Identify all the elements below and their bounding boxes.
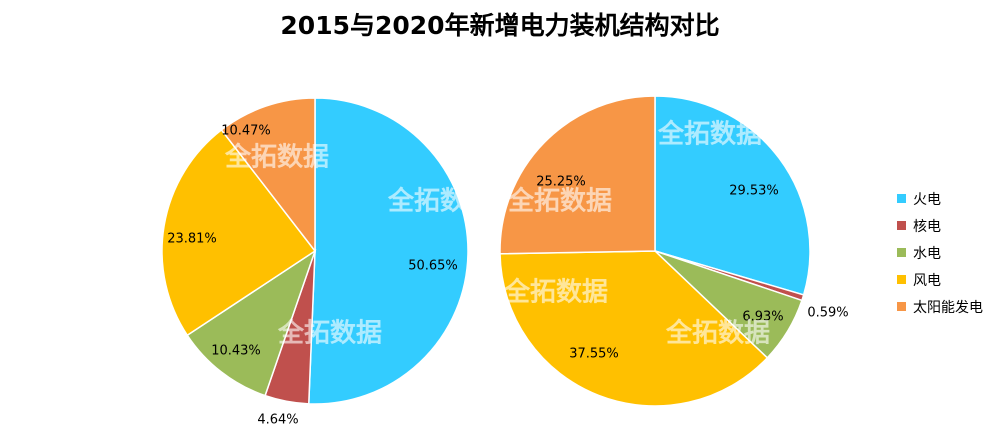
pie-2020-slice-wind[interactable]	[499, 250, 769, 407]
legend-label: 火电	[913, 191, 941, 208]
pie-2020-slice-solar[interactable]	[499, 95, 656, 255]
pie-2015-label-wind: 23.81%	[167, 232, 217, 247]
watermark-text: 全拓数据	[224, 142, 329, 173]
pie-2015-label-solar: 10.47%	[221, 124, 271, 139]
watermark-text: 全拓数据	[507, 186, 612, 217]
legend-item-wind[interactable]: 风电	[897, 266, 983, 293]
pie-2015-slice-fire[interactable]	[307, 97, 469, 405]
legend-swatch-icon	[897, 302, 906, 311]
legend-item-nuclear[interactable]: 核电	[897, 212, 983, 239]
pie-2020-label-nuclear: 0.59%	[807, 306, 848, 321]
legend-item-hydro[interactable]: 水电	[897, 239, 983, 266]
pie-2015-label-nuclear: 4.64%	[257, 413, 298, 428]
watermark-text: 全拓数据	[277, 318, 382, 349]
legend-item-fire[interactable]: 火电	[897, 185, 983, 212]
watermark-text: 全拓数据	[387, 186, 492, 217]
legend-swatch-icon	[897, 248, 906, 257]
pie-2015-label-hydro: 10.43%	[211, 344, 261, 359]
legend-label: 风电	[913, 272, 941, 289]
pie-2020: 29.53% 0.59% 6.93% 37.55% 25.25%	[499, 95, 849, 407]
watermark-text: 全拓数据	[503, 277, 608, 308]
pie-2020-label-solar: 25.25%	[536, 175, 586, 190]
pie-2015-slice-wind[interactable]	[161, 128, 317, 337]
legend-label: 核电	[913, 218, 941, 235]
pie-2020-label-fire: 29.53%	[729, 184, 779, 199]
legend-swatch-icon	[897, 194, 906, 203]
legend-item-solar[interactable]: 太阳能发电	[897, 293, 983, 320]
legend-label: 水电	[913, 245, 941, 262]
legend-swatch-icon	[897, 221, 906, 230]
legend: 火电 核电 水电 风电 太阳能发电	[897, 185, 983, 320]
watermark-text: 全拓数据	[665, 318, 770, 349]
pie-2015-slice-hydro[interactable]	[186, 249, 317, 397]
pie-2015-slice-solar[interactable]	[220, 97, 316, 254]
pie-2015-label-fire: 50.65%	[408, 259, 458, 274]
chart-title: 2015与2020年新增电力装机结构对比	[280, 11, 720, 40]
pie-2020-slice-fire[interactable]	[654, 95, 811, 296]
watermark-text: 全拓数据	[657, 119, 762, 150]
legend-swatch-icon	[897, 275, 906, 284]
legend-label: 太阳能发电	[913, 299, 983, 316]
pie-2015: 50.65% 4.64% 10.43% 23.81% 10.47%	[161, 97, 469, 428]
pie-2020-label-hydro: 6.93%	[742, 310, 783, 325]
pie-2020-label-wind: 37.55%	[569, 347, 619, 362]
